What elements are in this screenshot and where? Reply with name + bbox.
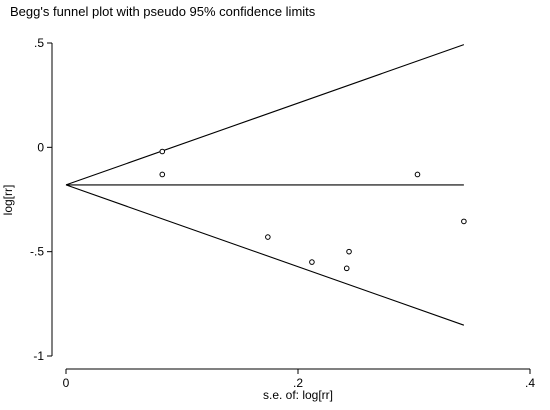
y-tick-label: .5 [34, 36, 44, 50]
data-point [414, 171, 421, 178]
chart-title: Begg's funnel plot with pseudo 95% confi… [10, 4, 316, 19]
y-tick-label: -1 [33, 349, 44, 363]
y-tick-label: 0 [37, 140, 44, 154]
data-point [159, 148, 166, 155]
lower-confidence-limit-line [65, 184, 465, 326]
y-tick-label: -.5 [30, 245, 44, 259]
data-points [159, 148, 467, 272]
data-point [309, 259, 315, 265]
data-point [461, 218, 467, 225]
data-point [265, 234, 271, 240]
x-axis-label: s.e. of: log[rr] [263, 388, 333, 402]
funnel-lines [65, 44, 465, 326]
x-tick-label: .2 [293, 376, 303, 390]
axes: .5 0 -.5 -1 0 .2 .4 [30, 36, 535, 390]
data-point [343, 265, 350, 272]
y-axis-label: log[rr] [1, 185, 15, 216]
x-tick-label: 0 [63, 376, 70, 390]
data-point [346, 248, 352, 255]
data-point [159, 171, 166, 178]
upper-confidence-limit-line [65, 44, 465, 186]
x-tick-label: .4 [525, 376, 535, 390]
